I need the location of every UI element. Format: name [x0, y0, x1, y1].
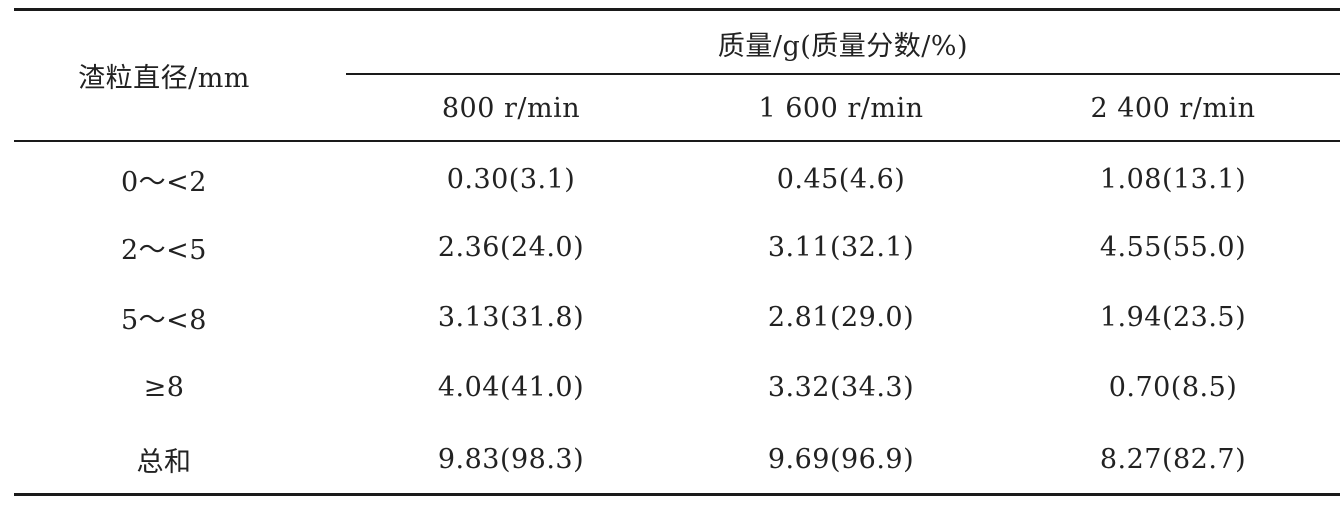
table-cell: 0.30(3.1) [446, 163, 576, 195]
table-cell: 3.13(31.8) [437, 301, 585, 333]
table-cell: 0.70(8.5) [1108, 371, 1238, 403]
table-cell: 1.94(23.5) [1099, 301, 1247, 333]
table-cell: 0.45(4.6) [776, 163, 906, 195]
row-label: 总和 [136, 446, 192, 478]
column-header: 2 400 r/min [1090, 92, 1256, 124]
column-header: 800 r/min [441, 92, 581, 124]
row-label: ≥8 [143, 371, 185, 403]
table-cell: 3.32(34.3) [767, 371, 915, 403]
table-cell: 9.69(96.9) [767, 443, 915, 475]
table-top-rule [14, 8, 1340, 11]
table-cell: 4.04(41.0) [437, 371, 585, 403]
table-cell: 8.27(82.7) [1099, 443, 1247, 475]
row-label: 2～<5 [121, 234, 207, 266]
header-bottom-rule [14, 140, 1340, 142]
table-cell: 4.55(55.0) [1099, 231, 1247, 263]
stub-header: 渣粒直径/mm [78, 62, 250, 94]
table-cell: 1.08(13.1) [1099, 163, 1247, 195]
group-header-rule [346, 73, 1340, 75]
table-cell: 3.11(32.1) [767, 231, 915, 263]
column-header: 1 600 r/min [758, 92, 924, 124]
table-cell: 9.83(98.3) [437, 443, 585, 475]
table-cell: 2.81(29.0) [767, 301, 915, 333]
table-bottom-rule [14, 493, 1340, 496]
table-cell: 2.36(24.0) [437, 231, 585, 263]
row-label: 5～<8 [121, 304, 207, 336]
row-label: 0～<2 [121, 166, 207, 198]
group-header: 质量/g(质量分数/%) [717, 30, 969, 62]
